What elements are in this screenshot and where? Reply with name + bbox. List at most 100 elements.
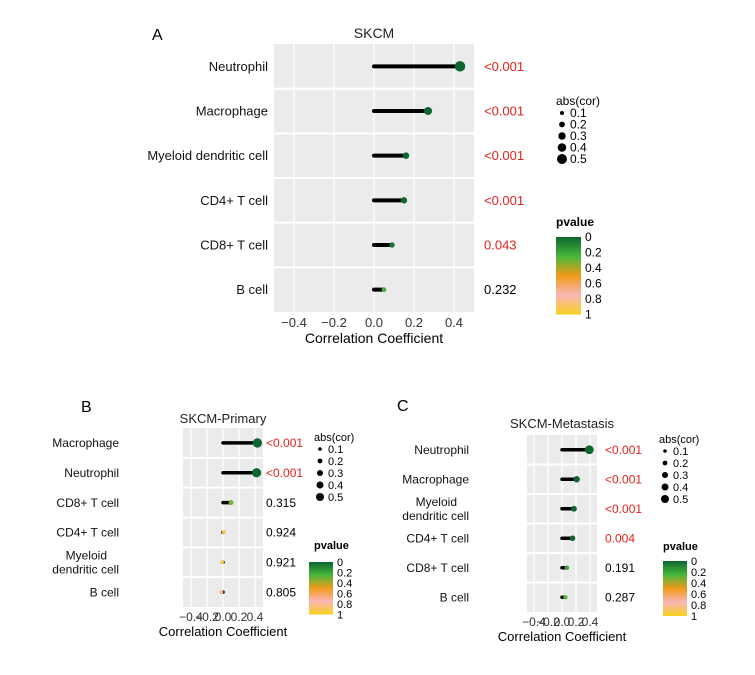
panel-label: A xyxy=(152,27,163,44)
size-legend-title: abs(cor) xyxy=(659,434,699,446)
lollipop-dot xyxy=(402,152,410,159)
size-legend-dot xyxy=(661,495,669,503)
size-legend-dot xyxy=(662,472,668,478)
pvalue-label: <0.001 xyxy=(484,148,524,163)
pvalue-label: <0.001 xyxy=(605,502,642,516)
category-label: Myeloid dendritic cell xyxy=(147,148,268,163)
color-legend-title: pvalue xyxy=(663,541,698,553)
color-legend-label: 0.4 xyxy=(585,261,602,275)
legend: abs(cor)0.10.20.30.40.5pvalue00.20.40.60… xyxy=(309,432,354,622)
lollipop-dot xyxy=(381,287,387,293)
size-legend-dot xyxy=(558,132,566,140)
color-legend-label: 0.2 xyxy=(691,567,706,579)
pvalue-colorbar xyxy=(556,237,581,315)
pvalue-label: <0.001 xyxy=(605,472,642,486)
pvalue-label: <0.001 xyxy=(266,436,303,450)
size-legend-label: 0.4 xyxy=(570,141,587,155)
category-label: Macrophage xyxy=(402,472,469,486)
category-label: dendritic cell xyxy=(402,509,469,523)
size-legend-label: 0.4 xyxy=(328,480,343,492)
color-legend-label: 1 xyxy=(585,308,592,322)
size-legend-dot xyxy=(317,458,323,464)
lollipop-dot xyxy=(573,476,580,483)
category-label: dendritic cell xyxy=(52,562,119,576)
x-axis-label: Correlation Coefficient xyxy=(305,330,443,346)
pvalue-label: <0.001 xyxy=(266,466,303,480)
size-legend-label: 0.5 xyxy=(570,152,587,166)
x-axis-label: Correlation Coefficient xyxy=(498,629,627,644)
color-legend-label: 1 xyxy=(691,611,697,623)
color-legend-label: 0.4 xyxy=(337,578,352,590)
panel-label: B xyxy=(81,399,92,416)
category-label: Myeloid xyxy=(416,495,457,509)
color-legend-label: 1 xyxy=(337,610,343,622)
color-legend-label: 0.6 xyxy=(585,277,602,291)
x-tick-label: 0.0 xyxy=(215,610,232,624)
category-label: CD8+ T cell xyxy=(56,496,119,510)
color-legend-label: 0.2 xyxy=(337,568,352,580)
size-legend-dot xyxy=(560,111,564,115)
lollipop-dot xyxy=(219,590,224,595)
color-legend-label: 0 xyxy=(585,230,592,244)
size-legend-label: 0.1 xyxy=(570,106,587,120)
x-tick-label: 0.2 xyxy=(568,615,585,629)
category-label: Neutrophil xyxy=(64,466,119,480)
size-legend-dot xyxy=(318,447,322,451)
x-tick-label: 0.4 xyxy=(445,315,463,330)
x-tick-label: −0.2 xyxy=(536,615,560,629)
size-legend-label: 0.3 xyxy=(570,129,587,143)
x-tick-label: 0.0 xyxy=(554,615,571,629)
color-legend-label: 0 xyxy=(337,557,343,569)
category-label: Myeloid xyxy=(66,548,107,562)
pvalue-label: 0.232 xyxy=(484,282,517,297)
x-tick-label: 0.2 xyxy=(405,315,423,330)
category-label: B cell xyxy=(440,590,469,604)
category-label: CD8+ T cell xyxy=(406,561,469,575)
size-legend-dot xyxy=(316,493,324,501)
color-legend-label: 0 xyxy=(691,556,697,568)
size-legend-label: 0.4 xyxy=(673,482,688,494)
pvalue-label: <0.001 xyxy=(605,443,642,457)
x-tick-label: −0.4 xyxy=(179,610,203,624)
category-label: Macrophage xyxy=(196,104,268,119)
lollipop-dot xyxy=(563,595,568,600)
category-label: CD4+ T cell xyxy=(406,531,469,545)
lollipop-dot xyxy=(252,468,262,478)
category-label: B cell xyxy=(236,282,268,297)
chart-title: SKCM xyxy=(354,25,394,41)
pvalue-colorbar xyxy=(309,562,333,615)
category-label: CD8+ T cell xyxy=(200,238,268,253)
size-legend-dot xyxy=(557,154,567,164)
lollipop-dot xyxy=(569,535,576,542)
lollipop-dot xyxy=(423,106,433,116)
category-label: Macrophage xyxy=(52,436,119,450)
pvalue-label: 0.004 xyxy=(605,531,635,545)
pvalue-label: 0.805 xyxy=(266,585,296,599)
pvalue-colorbar xyxy=(663,561,687,616)
category-label: CD4+ T cell xyxy=(56,526,119,540)
chart-title: SKCM-Primary xyxy=(180,411,267,426)
lollipop-dot xyxy=(220,560,225,565)
lollipop-dot xyxy=(389,242,395,248)
category-label: CD4+ T cell xyxy=(200,193,268,208)
pvalue-label: <0.001 xyxy=(484,104,524,119)
legend: abs(cor)0.10.20.30.40.5pvalue00.20.40.60… xyxy=(556,94,602,322)
size-legend-label: 0.2 xyxy=(673,458,688,470)
size-legend-title: abs(cor) xyxy=(314,432,354,444)
category-label: Neutrophil xyxy=(209,59,268,74)
pvalue-label: 0.924 xyxy=(266,526,296,540)
color-legend-label: 0.6 xyxy=(691,589,706,601)
pvalue-label: <0.001 xyxy=(484,193,524,208)
size-legend-label: 0.2 xyxy=(328,456,343,468)
lollipop-dot xyxy=(228,500,234,506)
size-legend-dot xyxy=(557,143,567,152)
color-legend-label: 0.4 xyxy=(691,578,706,590)
color-legend-title: pvalue xyxy=(556,215,594,229)
lollipop-dot xyxy=(570,505,577,512)
x-tick-label: 0.4 xyxy=(582,615,599,629)
x-tick-label: −0.4 xyxy=(281,315,307,330)
lollipop-dot xyxy=(400,197,408,204)
